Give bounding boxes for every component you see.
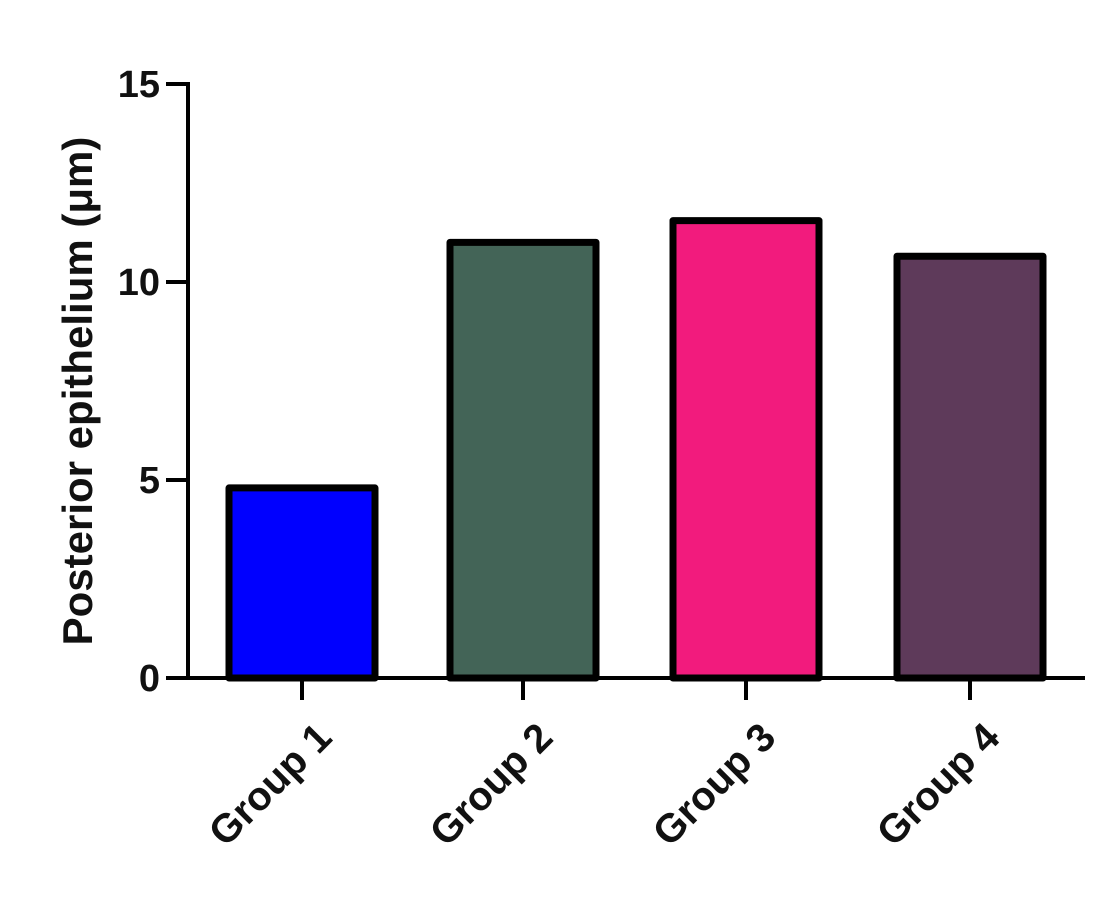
y-tick-label: 15 <box>118 64 160 106</box>
y-tick-label: 5 <box>139 460 160 502</box>
y-tick-label: 0 <box>139 658 160 700</box>
bar-3 <box>669 217 823 682</box>
x-ticks: Group 1 Group 2 Group 3 Group 4 <box>201 678 1009 855</box>
bars-layer <box>225 217 1047 682</box>
bar-1 <box>225 484 379 682</box>
x-category-label: Group 3 <box>645 715 785 855</box>
y-axis-title: Posterior epithelium (μm) <box>54 137 101 646</box>
x-category-label: Group 2 <box>422 715 562 855</box>
y-tick-label: 10 <box>118 262 160 304</box>
x-category-label: Group 4 <box>869 715 1009 855</box>
y-ticks: 0 5 10 15 <box>118 64 188 700</box>
bar-2 <box>446 238 600 682</box>
axes-layer <box>186 82 1085 680</box>
x-category-label: Group 1 <box>201 715 341 855</box>
bar-4 <box>893 252 1047 682</box>
